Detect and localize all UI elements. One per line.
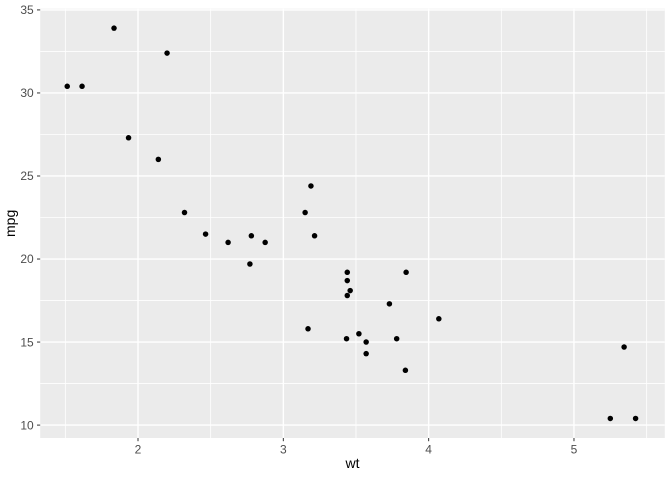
scatter-point (363, 339, 369, 345)
scatter-point (386, 301, 393, 307)
y-tick-label: 30 (20, 86, 34, 100)
scatter-point (344, 277, 351, 284)
major-gridlines (40, 8, 665, 438)
scatter-point (343, 335, 350, 342)
x-tick-label: 5 (571, 443, 578, 457)
scatter-point (79, 83, 85, 90)
scatter-point (311, 233, 318, 239)
scatter-point (247, 261, 253, 267)
y-tick-label: 20 (20, 252, 34, 266)
y-tick-label: 35 (20, 3, 34, 17)
y-tick-label: 25 (20, 169, 34, 183)
x-axis-title: wt (345, 455, 360, 471)
scatter-point (621, 344, 627, 350)
scatter-point (344, 292, 351, 299)
scatter-point (344, 269, 351, 276)
scatter-point (632, 415, 639, 422)
scatter-point (164, 50, 170, 56)
scatter-point (356, 331, 362, 337)
scatter-point (181, 209, 188, 216)
scatter-point (347, 287, 353, 294)
scatter-point (402, 367, 409, 374)
scatter-point (262, 239, 268, 246)
scatter-point (225, 239, 231, 246)
y-tick-label: 10 (20, 418, 34, 432)
scatter-points (64, 25, 639, 422)
y-axis-title: mpg (2, 210, 18, 237)
axis-tick-marks (37, 9, 575, 442)
scatter-point (393, 335, 400, 342)
scatter-point (64, 83, 70, 90)
x-tick-label: 2 (135, 443, 142, 457)
scatter-point (111, 25, 117, 31)
scatter-point (202, 231, 209, 237)
scatter-point (403, 269, 409, 276)
scatter-point (363, 350, 369, 357)
scatter-point (305, 326, 311, 332)
scatter-point (607, 415, 614, 422)
axis-tick-labels: 2 3 4 5 10 15 20 25 30 35 (20, 3, 577, 456)
scatter-point (308, 183, 314, 189)
plot-panel (40, 8, 665, 438)
x-tick-label: 3 (280, 443, 287, 457)
scatter-point (155, 156, 162, 163)
x-tick-label: 4 (425, 443, 432, 457)
scatter-point (302, 209, 308, 216)
y-tick-label: 15 (20, 335, 34, 349)
scatter-point (125, 135, 132, 141)
minor-gridlines (40, 8, 665, 438)
scatter-point (248, 233, 255, 239)
scatter-point (436, 316, 442, 322)
